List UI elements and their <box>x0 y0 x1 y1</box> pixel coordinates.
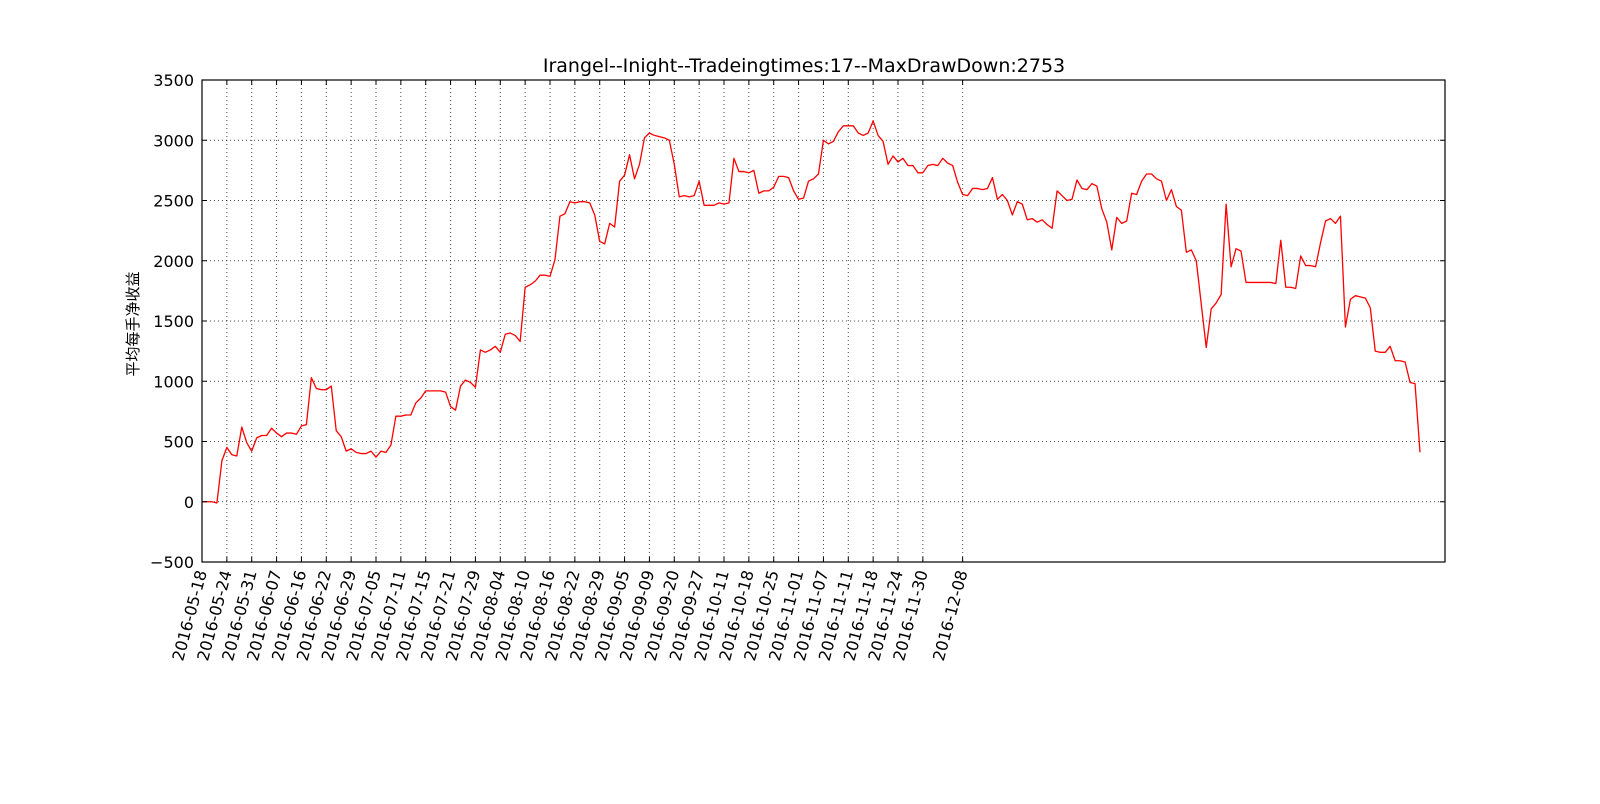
y-tick-label: 1500 <box>153 312 194 331</box>
x-tick-labels: 2016-05-182016-05-242016-05-312016-06-07… <box>168 568 971 663</box>
y-tick-labels: −500 0 500 1000 1500 2000 2500 3000 3500 <box>150 71 194 572</box>
y-tick-label: 2500 <box>153 192 194 211</box>
y-tick-label: 2000 <box>153 252 194 271</box>
y-axis-label: 平均每手净收益 <box>124 271 142 376</box>
axes <box>201 79 1446 563</box>
x-tick-label: 2016-12-08 <box>929 568 971 663</box>
y-tick-label: 500 <box>163 433 194 452</box>
grid-lines <box>201 80 1445 562</box>
y-tick-label: 1000 <box>153 372 194 391</box>
y-tick-label: 0 <box>184 493 194 512</box>
series-layer <box>202 120 1421 504</box>
y-tick-label: −500 <box>150 553 194 572</box>
y-tick-label: 3000 <box>153 131 194 150</box>
y-tick-label: 3500 <box>153 71 194 90</box>
series-line-1 <box>202 120 1421 504</box>
plot-frame <box>201 79 1446 563</box>
chart-title: Irangel--Inight--Tradeingtimes:17--MaxDr… <box>543 55 1065 77</box>
